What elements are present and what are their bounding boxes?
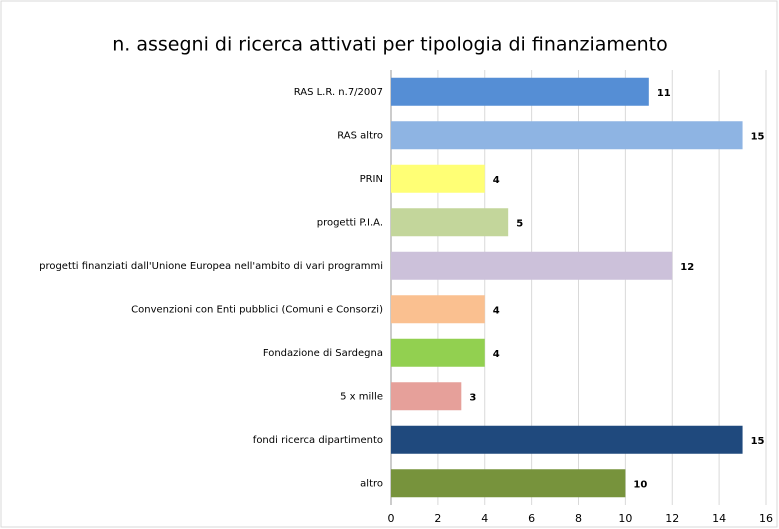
- data-label: 10: [633, 479, 647, 490]
- x-tick-label: 8: [575, 512, 582, 525]
- bar: [391, 251, 673, 280]
- y-tick-label: fondi ricerca dipartimento: [253, 435, 383, 446]
- y-tick-label: Fondazione di Sardegna: [263, 348, 383, 359]
- bar: [391, 121, 743, 150]
- bar: [391, 208, 509, 237]
- x-tick-label: 6: [528, 512, 535, 525]
- y-tick-label: progetti P.I.A.: [317, 217, 383, 228]
- data-label: 4: [493, 175, 500, 186]
- bar: [391, 338, 485, 367]
- y-tick-label: RAS L.R. n.7/2007: [294, 87, 383, 98]
- x-tick-label: 2: [434, 512, 441, 525]
- bar: [391, 469, 626, 498]
- bar: [391, 382, 462, 411]
- bar: [391, 425, 743, 454]
- data-label: 3: [469, 392, 476, 403]
- y-tick-label: altro: [360, 478, 383, 489]
- x-tick-label: 0: [388, 512, 395, 525]
- bar: [391, 77, 649, 106]
- y-tick-label: progetti finanziati dall'Unione Europea …: [39, 261, 383, 272]
- data-label: 4: [493, 349, 500, 360]
- y-tick-label: 5 x mille: [340, 391, 383, 402]
- data-label: 15: [751, 436, 765, 447]
- bar: [391, 295, 485, 324]
- data-label: 15: [751, 131, 765, 142]
- data-label: 11: [657, 88, 671, 99]
- chart-title: n. assegni di ricerca attivati per tipol…: [112, 34, 668, 56]
- x-tick-label: 10: [618, 512, 632, 525]
- data-label: 12: [680, 262, 694, 273]
- y-tick-label: Convenzioni con Enti pubblici (Comuni e …: [131, 304, 383, 315]
- y-tick-label: RAS altro: [337, 130, 383, 141]
- x-tick-label: 4: [481, 512, 488, 525]
- data-label: 4: [493, 305, 500, 316]
- bar: [391, 164, 485, 193]
- data-label: 5: [516, 218, 523, 229]
- x-tick-label: 12: [665, 512, 679, 525]
- x-tick-label: 16: [759, 512, 773, 525]
- x-tick-label: 14: [712, 512, 726, 525]
- y-tick-label: PRIN: [360, 174, 383, 185]
